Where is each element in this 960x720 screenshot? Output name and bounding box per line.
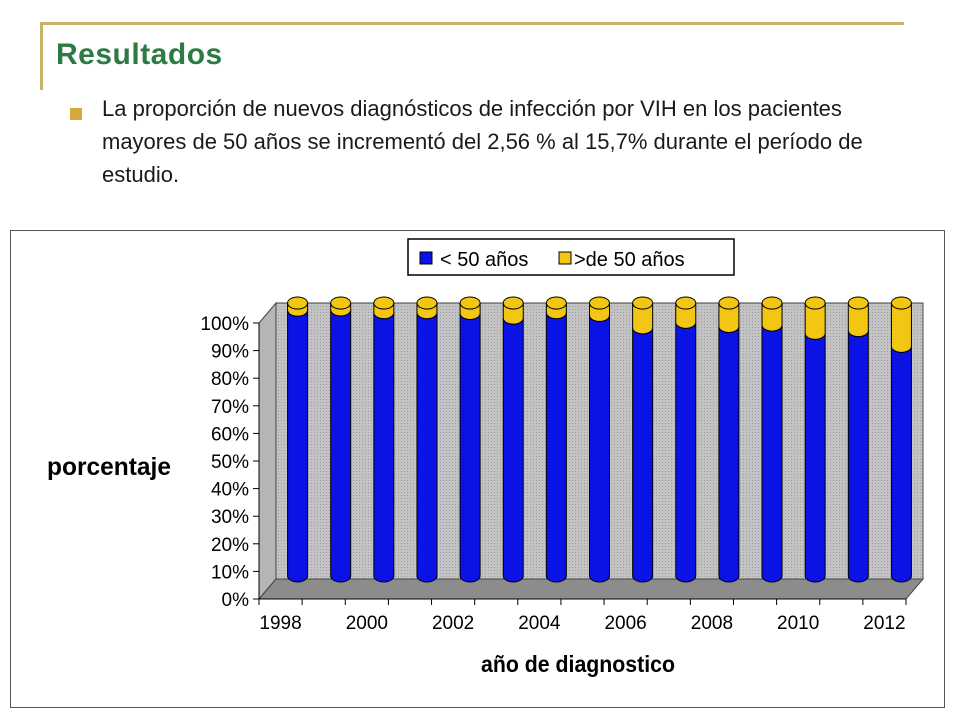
y-tick-label-0: 0% [222,590,250,611]
bar-2009 [761,296,783,583]
bar-cap-2009 [761,296,783,310]
y-tick-label-60: 60% [211,424,249,445]
bullet-marker [70,108,82,120]
bar-cap-2001 [416,296,438,310]
bar-2012 [890,296,912,583]
bar-2010 [804,296,826,583]
bullet-text: La proporción de nuevos diagnósticos de … [102,96,863,187]
bar-segment-under-50-2012 [890,346,912,583]
bar-segment-under-50-2007 [675,322,697,583]
bar-cap-2011 [847,296,869,310]
stacked-bar-chart: 0% 10% 20% 30% 40% 50% 60% 70% 80% 90% 100% 1998 20… [47,238,925,677]
bar-2003 [502,296,524,583]
bar-cap-2008 [718,296,740,310]
x-tick-label-2004: 2004 [518,613,561,634]
bar-cap-2006 [632,296,654,310]
bar-segment-over-50-2012 [890,302,912,353]
bar-2000 [373,296,395,583]
bar-segment-under-50-2002 [459,313,481,583]
x-axis-title: año de diagnostico [481,651,675,677]
legend-box [407,238,735,276]
y-tick-label-10: 10% [211,562,249,583]
slide-title: Resultados [56,38,223,71]
y-axis-title: porcentaje [47,453,171,481]
y-axis-ticks: 0% 10% 20% 30% 40% 50% 60% 70% 80% 90% 100% [200,314,259,611]
y-tick-label-100: 100% [200,314,249,335]
legend-label-over-50: >de 50 años [574,249,685,271]
bar-segment-under-50-2003 [502,318,524,583]
bar-segment-under-50-2004 [545,312,567,583]
y-tick-label-50: 50% [211,452,249,473]
x-tick-label-2012: 2012 [863,613,905,634]
y-tick-label-40: 40% [211,480,249,501]
bar-2005 [589,296,610,583]
bar-2011 [847,296,869,583]
bars-group [287,296,912,583]
x-tick-label-2000: 2000 [346,613,388,634]
bar-cap-2002 [459,296,481,310]
bar-cap-2003 [502,296,524,310]
legend-swatch-under-50 [419,251,433,265]
y-tick-label-90: 90% [211,342,249,363]
plot-side-wall [258,301,277,601]
y-tick-label-20: 20% [211,535,249,556]
chart-frame: 0% 10% 20% 30% 40% 50% 60% 70% 80% 90% 100% 1998 20… [10,230,945,708]
bar-cap-2004 [545,296,567,310]
bar-segment-under-50-2008 [718,326,740,583]
x-axis-ticks: 1998 2000 2002 2004 2006 2008 2010 2012 [258,599,907,634]
bar-1999 [330,296,352,583]
bar-cap-2005 [589,296,610,310]
bar-2002 [459,296,481,583]
x-tick-label-2008: 2008 [691,613,733,634]
bar-segment-under-50-2009 [761,324,783,583]
bar-segment-under-50-1998 [287,310,309,583]
y-tick-label-30: 30% [211,507,249,528]
bar-2001 [416,296,438,583]
bar-cap-2000 [373,296,395,310]
legend-label-under-50: < 50 años [440,249,528,271]
legend: < 50 años >de 50 años [407,238,735,276]
legend-swatch-over-50 [558,251,572,265]
bar-2006 [632,296,654,583]
plot-floor [257,578,925,600]
frame-top-line [40,22,904,25]
bar-1998 [287,296,309,583]
bar-segment-under-50-2001 [416,312,438,583]
bar-segment-under-50-2005 [589,315,610,583]
x-tick-label-2002: 2002 [432,613,474,634]
y-tick-label-70: 70% [211,397,249,418]
bar-cap-2007 [675,296,697,310]
bar-segment-under-50-2010 [804,333,826,583]
bar-cap-2010 [804,296,826,310]
bar-segment-under-50-2006 [632,327,654,583]
bar-segment-under-50-1999 [330,309,352,583]
bar-2004 [545,296,567,583]
x-tick-label-2010: 2010 [777,613,819,634]
bar-2008 [718,296,740,583]
bar-segment-under-50-2011 [847,330,869,583]
bar-cap-1998 [287,296,309,310]
x-tick-label-2006: 2006 [604,613,646,634]
y-tick-label-80: 80% [211,369,249,390]
bar-2007 [675,296,697,583]
x-tick-label-1998: 1998 [259,613,301,634]
bar-cap-1999 [330,296,352,310]
bar-segment-under-50-2000 [373,312,395,583]
frame-left-line [40,22,43,90]
bar-cap-2012 [890,296,912,310]
